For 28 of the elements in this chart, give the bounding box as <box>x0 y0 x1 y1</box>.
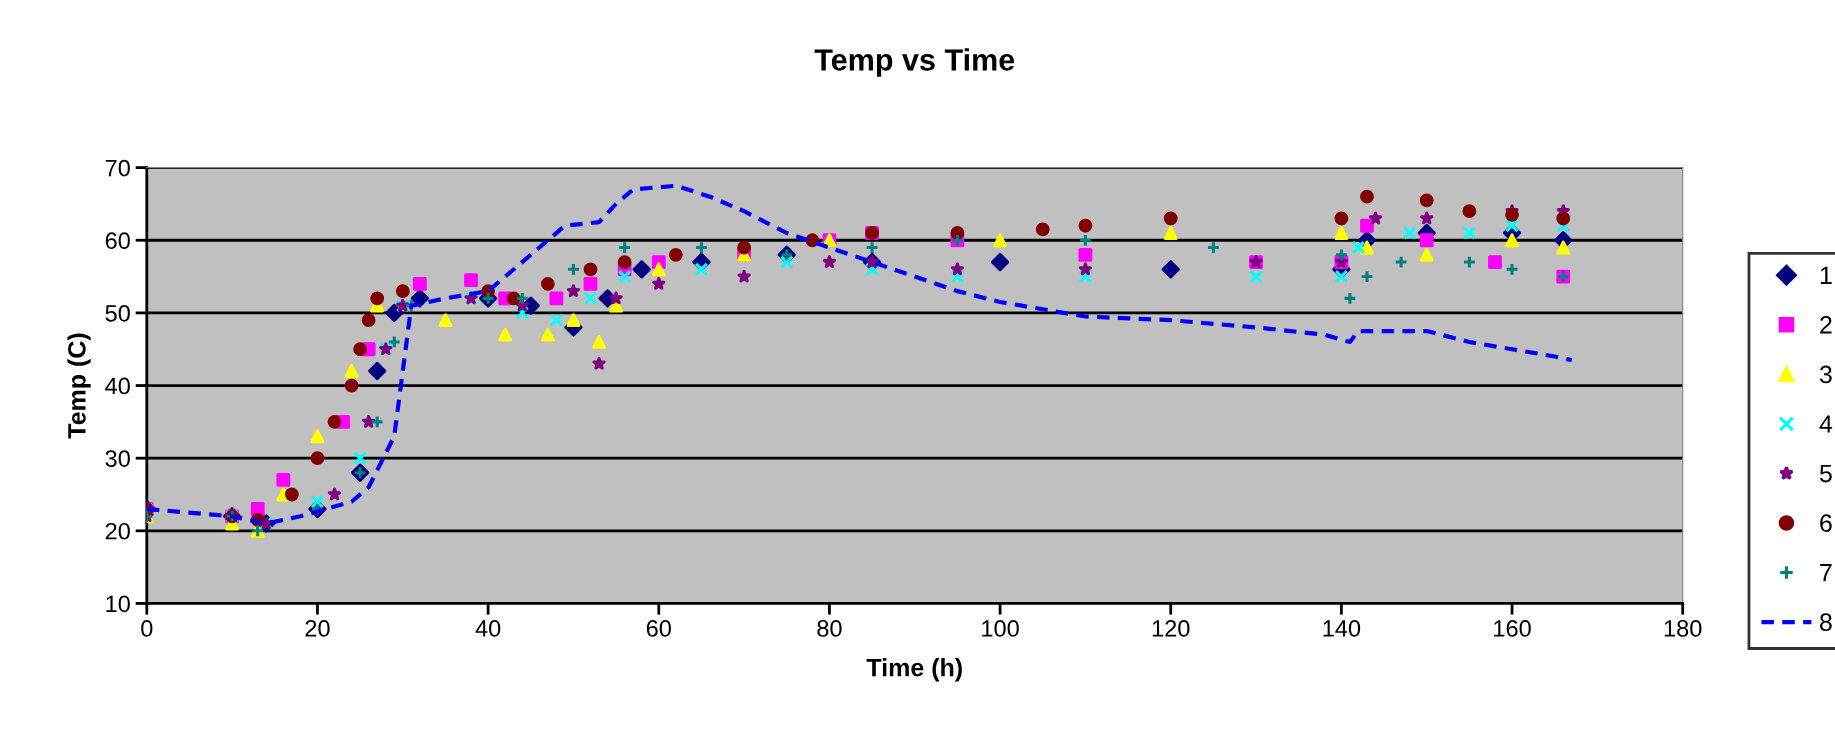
legend-label: 4 <box>1819 415 1833 433</box>
legend-label: 2 <box>1820 316 1832 334</box>
x-tick-label: 40 <box>475 620 501 637</box>
y-tick-label: 30 <box>105 450 130 467</box>
x-tick-label: 140 <box>1323 620 1361 637</box>
legend-label: 1 <box>1820 266 1832 284</box>
legend-label: 5 <box>1819 464 1832 483</box>
x-tick-label: 80 <box>817 620 842 637</box>
x-tick-label: 20 <box>305 620 330 637</box>
x-tick-label: 0 <box>141 620 153 637</box>
y-tick-label: 40 <box>105 377 130 395</box>
y-tick-label: 20 <box>105 522 130 540</box>
y-axis-title: Temp (C) <box>67 333 91 439</box>
x-tick-label: 100 <box>982 620 1019 637</box>
chart-title: Temp vs Time <box>814 48 1015 77</box>
y-tick-label: 70 <box>105 159 130 177</box>
legend-label: 6 <box>1820 514 1832 532</box>
legend-label: 7 <box>1820 564 1832 582</box>
y-tick-label: 60 <box>105 232 130 250</box>
y-tick-label: 50 <box>105 304 130 322</box>
x-axis-title: Time (h) <box>866 658 962 682</box>
legend-label: 3 <box>1819 365 1832 384</box>
y-tick-label: 10 <box>106 595 130 613</box>
legend-label: 8 <box>1820 613 1832 632</box>
x-tick-label: 60 <box>646 620 671 637</box>
x-tick-label: 180 <box>1664 620 1702 637</box>
x-tick-label: 160 <box>1494 620 1531 637</box>
x-tick-label: 120 <box>1152 620 1190 637</box>
